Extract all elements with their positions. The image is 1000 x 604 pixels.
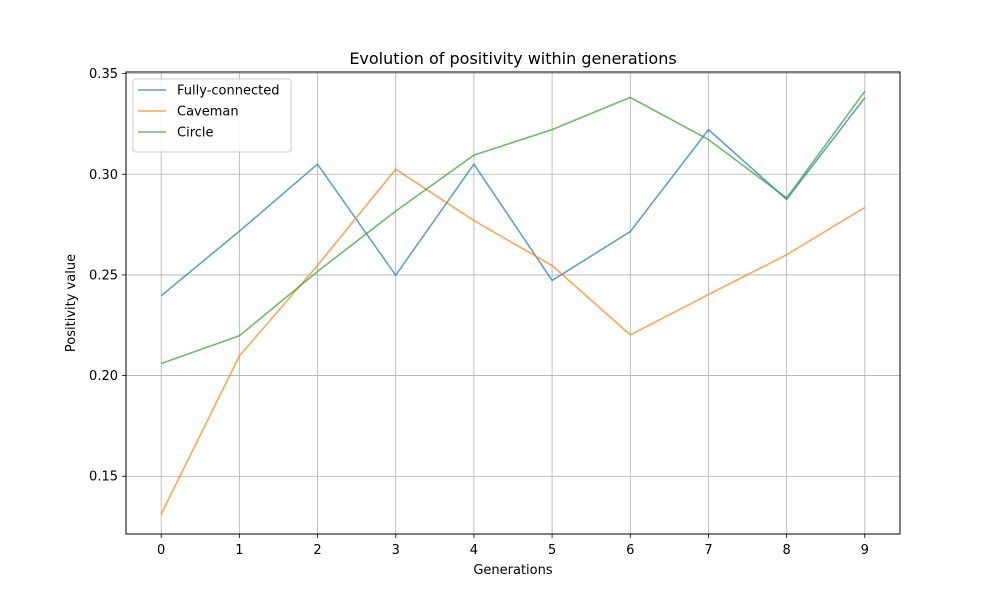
series-lines (160, 90, 866, 515)
legend-label: Circle (177, 126, 214, 141)
y-tick-label: 0.35 (89, 67, 118, 82)
legend: Fully-connected Caveman Circle (132, 78, 292, 153)
x-axis-label: Generations (473, 563, 553, 578)
x-tick-label: 9 (861, 543, 869, 558)
legend-label: Fully-connected (177, 84, 279, 99)
x-tick-label: 6 (626, 543, 634, 558)
grid-lines (126, 72, 900, 534)
x-tick-label: 7 (704, 543, 712, 558)
x-tick-label: 8 (782, 543, 790, 558)
axes: 0 1 2 3 4 5 6 7 8 9 0.15 0.20 0.25 0.30 0.35 (89, 67, 869, 558)
legend-box (132, 78, 292, 153)
y-axis-label: Positivity value (64, 254, 79, 352)
legend-label: Caveman (177, 105, 239, 120)
series-line-fully-connected (160, 97, 866, 297)
plot-frame (125, 71, 901, 535)
series-line-circle (160, 90, 866, 365)
x-tick-label: 5 (548, 543, 556, 558)
y-tick-label: 0.20 (89, 369, 118, 384)
x-tick-label: 2 (313, 543, 321, 558)
x-tick-label: 4 (470, 543, 478, 558)
x-tick-label: 0 (157, 543, 165, 558)
y-tick-label: 0.15 (89, 470, 118, 485)
y-tick-label: 0.25 (89, 268, 118, 283)
series-line-caveman (160, 168, 866, 515)
chart-title: Evolution of positivity within generatio… (349, 49, 676, 68)
y-tick-label: 0.30 (89, 168, 118, 183)
x-tick-label: 1 (235, 543, 243, 558)
x-tick-label: 3 (392, 543, 400, 558)
